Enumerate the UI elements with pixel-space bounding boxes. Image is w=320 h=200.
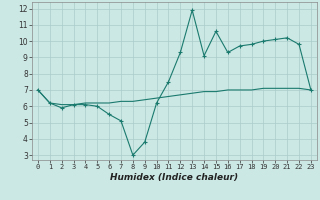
X-axis label: Humidex (Indice chaleur): Humidex (Indice chaleur) <box>110 173 238 182</box>
